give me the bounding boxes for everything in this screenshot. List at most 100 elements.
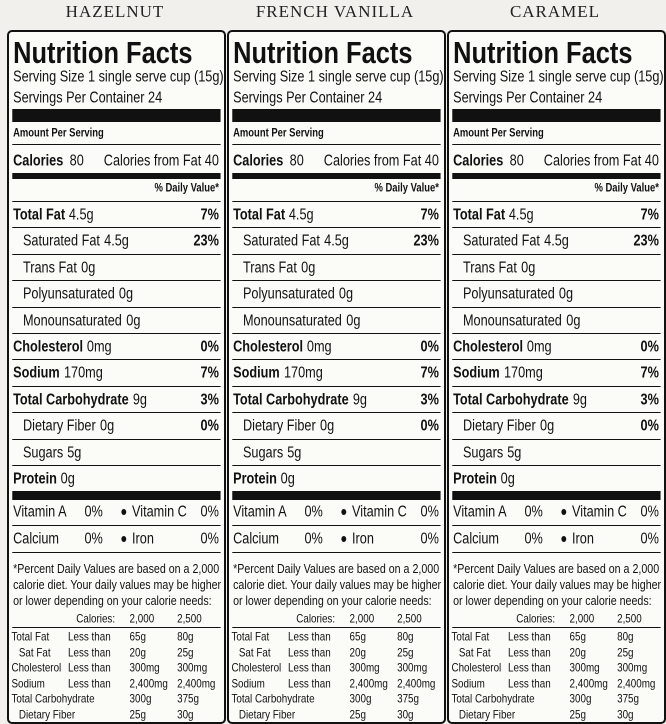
label-content: Nutrition Facts Serving Size 1 single ser… <box>9 32 224 722</box>
nutrient-amount: 0g <box>320 417 335 435</box>
daily-value: 0% <box>640 338 659 356</box>
rule <box>232 109 441 122</box>
rule <box>12 438 221 440</box>
reference-nutrient: Dietary Fiber <box>458 707 516 722</box>
rule <box>452 144 661 145</box>
nutrition-label: Nutrition Facts Serving Size 1 single ser… <box>227 30 446 724</box>
nutrient-amount: 4.5g <box>288 206 314 224</box>
vitamin-dv: 0% <box>420 530 439 548</box>
footnote-line: calorie diet. Your daily values may be h… <box>13 577 222 593</box>
nutrient-amount: 0g <box>118 285 134 303</box>
page: HAZELNUT Nutrition Facts Serving Size 1 si… <box>7 2 666 724</box>
reference-nutrient: Total Fat <box>231 629 270 644</box>
bullet <box>341 509 347 516</box>
footnote-line: or lower depending on your calorie needs… <box>233 593 432 609</box>
rule <box>452 491 661 501</box>
nutrient-name: Total Fat <box>13 206 66 224</box>
nutrient-amount: 4.5g <box>104 232 129 250</box>
reference-value: 300mg <box>349 660 380 675</box>
vitamin-name: Vitamin A <box>453 503 507 521</box>
reference-header: 2,500 <box>397 611 422 626</box>
rule <box>12 253 221 255</box>
rule <box>12 144 221 145</box>
daily-value: 0% <box>200 417 219 435</box>
daily-value: 23% <box>413 232 439 250</box>
rule <box>12 227 221 229</box>
nutrient-name: Trans Fat <box>22 259 77 277</box>
rule <box>452 227 661 229</box>
rule <box>12 385 221 387</box>
reference-header: 2,000 <box>349 611 375 626</box>
daily-value: 0% <box>420 417 439 435</box>
reference-header: 2,000 <box>129 611 155 626</box>
daily-value: 7% <box>420 364 439 382</box>
rule <box>232 333 441 334</box>
nutrient-name: Sugars <box>22 444 64 462</box>
nutrient-amount: 0g <box>521 259 536 277</box>
rule <box>232 173 441 179</box>
reference-limit: Less than <box>288 676 331 691</box>
vitamin-name: Vitamin A <box>13 503 67 521</box>
rule <box>452 201 661 202</box>
reference-value: 80g <box>177 629 194 644</box>
calories-label: Calories <box>233 152 284 170</box>
reference-value: 80g <box>397 629 414 644</box>
nutrient-amount: 4.5g <box>324 232 349 250</box>
rule <box>452 253 661 255</box>
reference-nutrient: Total Carbohydrate <box>231 691 315 706</box>
reference-nutrient: Sat Fat <box>458 645 491 660</box>
rule <box>12 173 221 179</box>
calories-label: Calories <box>13 152 64 170</box>
reference-value: 65g <box>349 629 366 644</box>
rule <box>12 280 221 282</box>
daily-value-heading: % Daily Value* <box>594 182 659 195</box>
reference-nutrient: Cholesterol <box>451 660 502 675</box>
serving-size: Serving Size 1 single serve cup (15g) <box>453 68 664 86</box>
nutrient-amount: 0g <box>500 470 515 488</box>
reference-value: 2,400mg <box>617 676 656 691</box>
reference-value: 2,400mg <box>569 676 608 691</box>
nutrient-amount: 4.5g <box>544 232 569 250</box>
nutrition-label: Nutrition Facts Serving Size 1 single ser… <box>447 30 666 724</box>
label-title: Nutrition Facts <box>13 34 193 70</box>
footnote-line: *Percent Daily Values are based on a 2,0… <box>453 561 660 577</box>
reference-limit: Less than <box>68 676 111 691</box>
reference-nutrient: Cholesterol <box>231 660 282 675</box>
reference-nutrient: Total Fat <box>11 629 50 644</box>
nutrient-name: Dietary Fiber <box>22 417 96 435</box>
label-content: Nutrition Facts Serving Size 1 single ser… <box>449 32 664 722</box>
daily-value: 0% <box>640 417 659 435</box>
reference-value: 30g <box>617 707 634 722</box>
vitamin-dv: 0% <box>304 530 323 548</box>
vitamin-name: Calcium <box>233 530 280 548</box>
nutrient-name: Total Carbohydrate <box>13 391 129 409</box>
nutrient-name: Saturated Fat <box>22 232 100 250</box>
amount-per-serving: Amount Per Serving <box>13 127 104 140</box>
nutrient-name: Sodium <box>233 364 280 382</box>
nutrient-amount: 9g <box>352 391 367 409</box>
nutrient-name: Saturated Fat <box>242 232 320 250</box>
footnote-line: *Percent Daily Values are based on a 2,0… <box>233 561 440 577</box>
reference-value: 300g <box>569 691 592 706</box>
bullet <box>121 509 127 516</box>
nutrient-amount: 0g <box>566 312 581 330</box>
reference-nutrient: Sat Fat <box>238 645 271 660</box>
reference-header: Calories: <box>296 611 336 626</box>
nutrient-name: Dietary Fiber <box>242 417 316 435</box>
nutrient-name: Protein <box>453 470 497 488</box>
nutrient-amount: 170mg <box>503 364 543 382</box>
reference-value: 2,400mg <box>349 676 388 691</box>
reference-value: 375g <box>617 691 639 706</box>
footnote-line: or lower depending on your calorie needs… <box>453 593 652 609</box>
daily-value: 7% <box>640 364 659 382</box>
vitamin-dv: 0% <box>84 503 103 521</box>
vitamin-name: Vitamin A <box>233 503 287 521</box>
vitamin-dv: 0% <box>200 503 219 521</box>
nutrient-amount: 0g <box>100 417 115 435</box>
reference-value: 300mg <box>129 660 160 675</box>
vitamin-name: Iron <box>352 530 374 548</box>
rule <box>12 412 221 414</box>
nutrient-name: Monounsaturated <box>462 312 562 330</box>
reference-value: 300g <box>349 691 372 706</box>
flavor-heading: CARAMEL <box>509 2 601 21</box>
